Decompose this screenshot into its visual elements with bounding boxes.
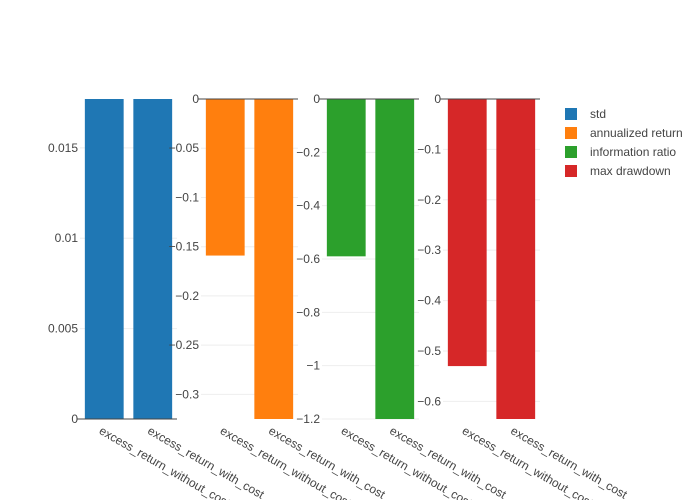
legend-label: std [590,107,606,121]
y-tick-label: 0 [71,412,78,426]
y-tick-label: −0.1 [417,142,441,156]
y-tick-label: −0.3 [175,387,199,401]
legend-swatch [565,146,577,158]
legend-label: max drawdown [590,164,671,178]
legend-item[interactable]: max drawdown [565,164,671,178]
legend-swatch [565,127,577,139]
y-tick-label: −0.1 [175,190,199,204]
y-tick-label: −0.15 [169,240,200,254]
y-tick-label: 0 [192,92,199,106]
y-tick-label: −0.5 [417,344,441,358]
bar[interactable] [326,99,366,257]
y-tick-label: 0.005 [48,322,78,336]
legend-label: annualized return [590,126,683,140]
y-tick-label: −1 [306,359,320,373]
legend-item[interactable]: annualized return [565,126,683,140]
y-tick-label: −0.8 [296,305,320,319]
y-tick-label: −0.6 [296,252,320,266]
legend[interactable]: std annualized return information ratio max… [565,107,683,178]
y-tick-label: −0.4 [296,199,320,213]
y-tick-label: −0.3 [417,243,441,257]
bar[interactable] [254,99,294,419]
y-tick-label: −0.05 [169,141,200,155]
y-tick-label: 0.01 [55,231,79,245]
y-tick-label: −0.4 [417,294,441,308]
y-tick-label: −0.2 [175,289,199,303]
bar[interactable] [205,99,245,256]
y-tick-label: −1.2 [296,412,320,426]
legend-swatch [565,108,577,120]
bar[interactable] [84,99,124,419]
bar[interactable] [133,99,173,419]
legend-label: information ratio [590,145,676,159]
bar[interactable] [375,99,415,419]
bar-layer [84,99,536,419]
legend-item[interactable]: std [565,107,606,121]
y-tick-label: −0.6 [417,394,441,408]
y-tick-label: 0 [434,92,441,106]
y-tick-label: −0.2 [296,145,320,159]
y-tick-label: −0.25 [169,338,200,352]
bar[interactable] [496,99,536,419]
y-tick-label: 0 [313,92,320,106]
y-tick-label: −0.2 [417,193,441,207]
bar[interactable] [447,99,487,367]
legend-swatch [565,165,577,177]
y-tick-label: 0.015 [48,141,78,155]
legend-item[interactable]: information ratio [565,145,676,159]
